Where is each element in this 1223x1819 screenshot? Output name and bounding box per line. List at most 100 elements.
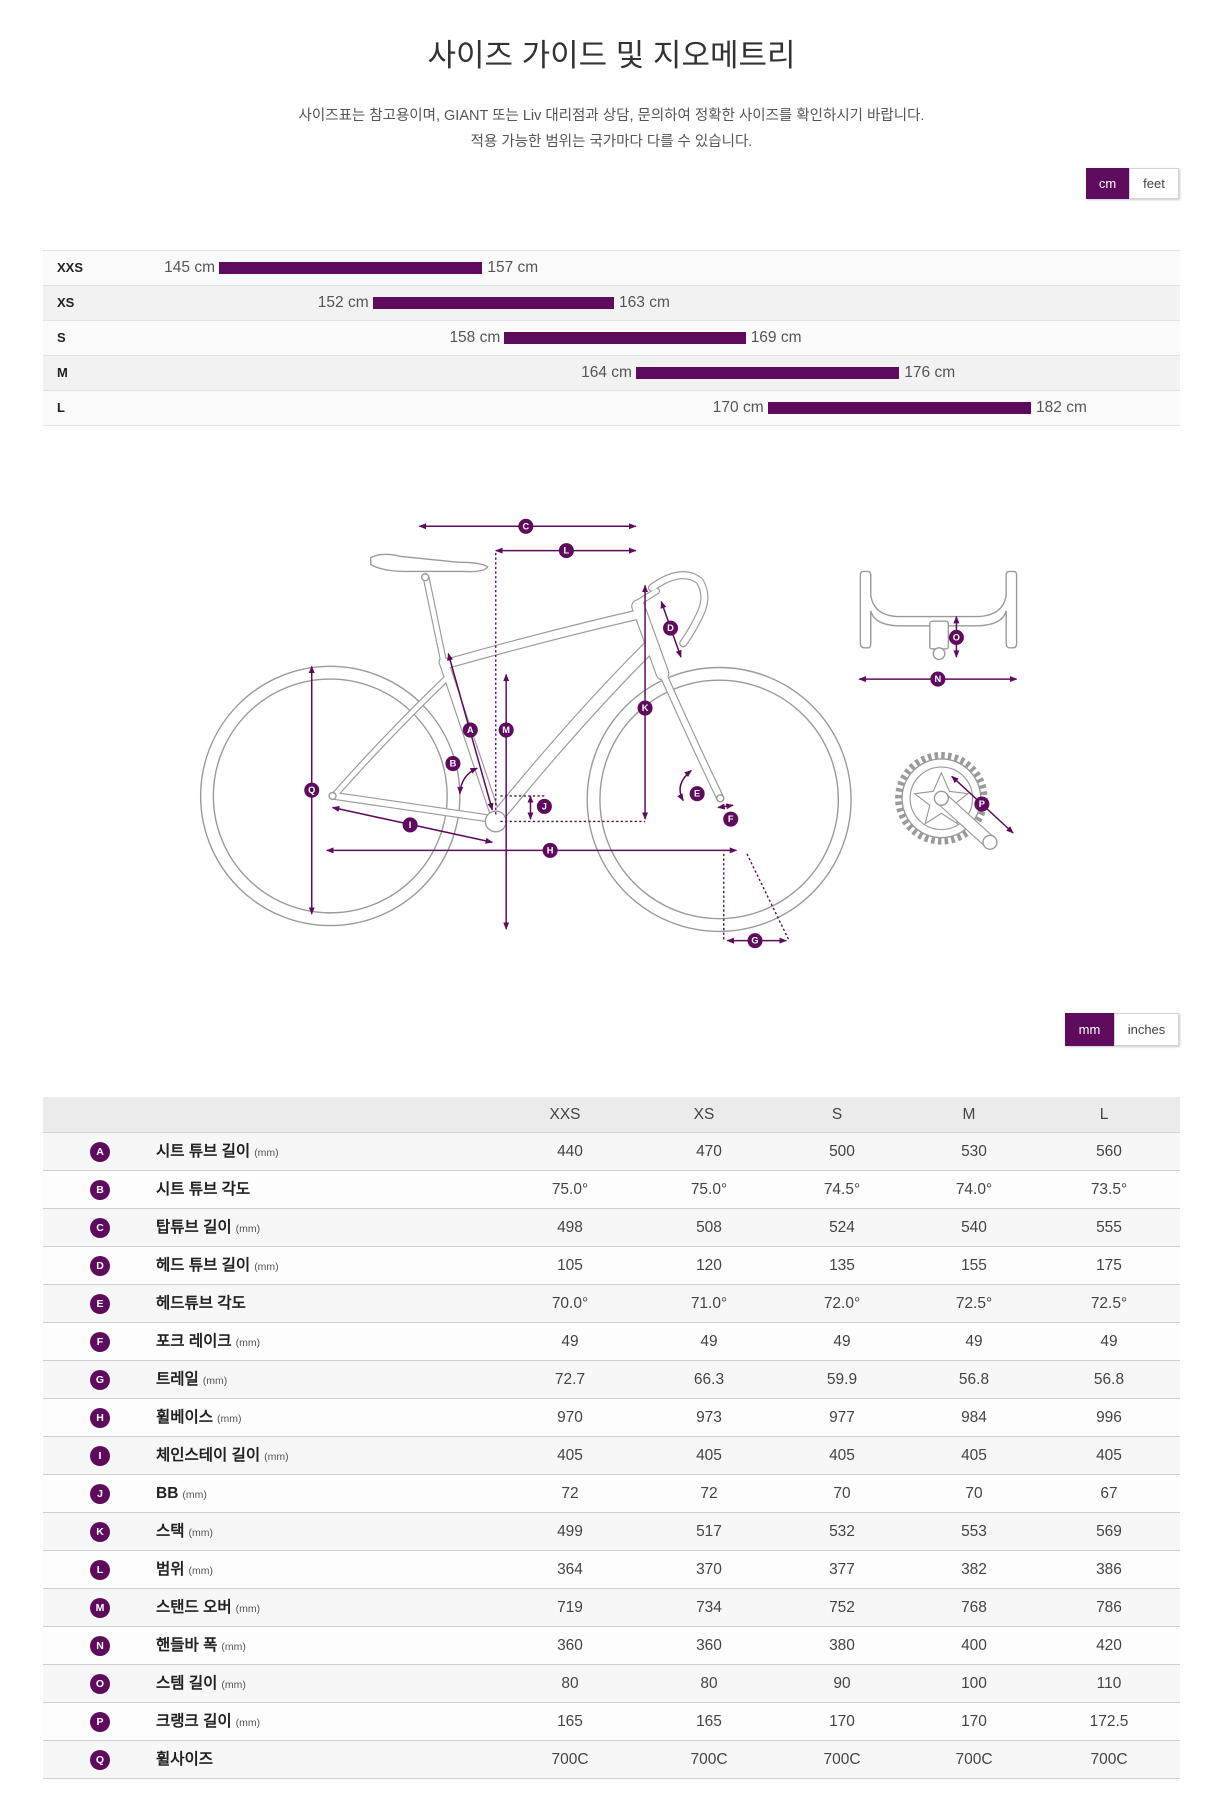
measurement-value: 165 <box>696 1713 722 1730</box>
diagram-letter-e: E <box>694 789 700 799</box>
measurement-value: 175 <box>1096 1257 1122 1274</box>
measurement-letter-badge: F <box>90 1332 110 1352</box>
rider-height-chart: XXS 145 cm 157 cm XS 152 cm 163 cm S 158… <box>43 250 1180 426</box>
rider-size-label: XS <box>57 295 75 310</box>
diagram-label-n: N <box>930 671 946 687</box>
diagram-letter-m: M <box>502 725 510 735</box>
diagram-letter-j: J <box>542 801 547 811</box>
geometry-header-row: XXS XS S M L <box>43 1097 1180 1133</box>
measurement-value: 56.8 <box>1093 1371 1125 1388</box>
measurement-value: 377 <box>829 1561 855 1578</box>
measurement-name: 휠사이즈 <box>156 1751 214 1768</box>
measurement-value: 524 <box>829 1219 855 1236</box>
geometry-row: Q 휠사이즈 700C 700C 700C 700C 700C <box>43 1741 1180 1779</box>
measurement-label: 탑튜브 길이 (mm) <box>156 1209 260 1248</box>
measurement-name: 체인스테이 길이 <box>156 1447 261 1464</box>
rider-height-min: 145 cm <box>164 259 215 276</box>
measurement-value: 66.3 <box>693 1371 725 1388</box>
measurement-value: 405 <box>557 1447 583 1464</box>
measurement-value: 786 <box>1096 1599 1122 1616</box>
unit-feet-button[interactable]: feet <box>1129 168 1179 199</box>
measurement-value: 970 <box>557 1409 583 1426</box>
rider-size-label: XXS <box>57 260 84 275</box>
measurement-name: 시트 튜브 길이 <box>156 1143 251 1160</box>
measurement-label: 크랭크 길이 (mm) <box>156 1703 260 1742</box>
measurement-value: 67 <box>1100 1485 1118 1502</box>
diagram-letter-o: O <box>953 632 960 642</box>
measurement-value: 90 <box>833 1675 851 1692</box>
diagram-label-k: K <box>637 700 653 716</box>
measurement-letter-badge: D <box>90 1256 110 1276</box>
measurement-value: 75.0° <box>690 1181 728 1198</box>
measurement-label: 범위 (mm) <box>156 1551 213 1590</box>
diagram-letter-h: H <box>547 845 554 855</box>
measurement-letter-badge: E <box>90 1294 110 1314</box>
diagram-letter-n: N <box>935 674 942 684</box>
measurement-unit: (mm) <box>235 1603 261 1615</box>
measurement-label: 체인스테이 길이 (mm) <box>156 1437 289 1476</box>
diagram-label-l: L <box>558 543 574 559</box>
geometry-row: J BB (mm) 72 72 70 70 67 <box>43 1475 1180 1513</box>
measurement-value: 170 <box>961 1713 987 1730</box>
rider-height-max: 157 cm <box>487 259 539 276</box>
measurement-value: 165 <box>557 1713 583 1730</box>
measurement-value: 72 <box>561 1485 579 1502</box>
measurement-label: BB (mm) <box>156 1475 207 1514</box>
size-column-header: M <box>962 1106 976 1123</box>
rider-height-range-bar <box>767 402 1031 414</box>
measurement-name: 휠베이스 <box>156 1409 214 1426</box>
unit-mm-button[interactable]: mm <box>1065 1013 1114 1046</box>
diagram-label-e: E <box>689 786 705 802</box>
measurement-value: 405 <box>829 1447 855 1464</box>
diagram-letter-b: B <box>450 759 457 769</box>
measurement-value: 370 <box>696 1561 722 1578</box>
diagram-letter-d: D <box>667 623 674 633</box>
measurement-letter-badge: N <box>90 1636 110 1656</box>
measurement-value: 973 <box>696 1409 722 1426</box>
unit-inches-button[interactable]: inches <box>1114 1013 1179 1046</box>
diagram-label-q: Q <box>304 782 320 798</box>
dimension-lines <box>308 523 1018 944</box>
measurement-value: 72.5° <box>1090 1295 1128 1312</box>
rider-size-row: S 158 cm 169 cm <box>43 321 1180 356</box>
measurement-value: 74.0° <box>955 1181 993 1198</box>
intro-line: 적용 가능한 범위는 국가마다 다를 수 있습니다. <box>470 134 753 150</box>
unit-cm-button[interactable]: cm <box>1086 168 1129 199</box>
handlebar-front-view <box>859 570 1018 661</box>
measurement-name: 스템 길이 <box>156 1675 218 1692</box>
geometry-table: XXS XS S M L A 시트 튜브 길이 (mm) 440 470 500 530 560 B 시트 … <box>43 1097 1180 1779</box>
measurement-value: 120 <box>696 1257 722 1274</box>
measurement-value: 73.5° <box>1090 1181 1128 1198</box>
measurement-name: 탑튜브 길이 <box>156 1219 232 1236</box>
measurement-value: 977 <box>829 1409 855 1426</box>
measurement-value: 59.9 <box>826 1371 858 1388</box>
measurement-value: 700C <box>551 1751 589 1768</box>
bike-frame <box>328 571 725 833</box>
diagram-label-b: B <box>445 756 461 772</box>
measurement-value: 170 <box>829 1713 855 1730</box>
measurement-value: 700C <box>690 1751 728 1768</box>
measurement-value: 74.5° <box>823 1181 861 1198</box>
rider-height-max: 163 cm <box>619 294 670 311</box>
measurement-name: 크랭크 길이 <box>156 1713 232 1730</box>
rider-size-row: XXS 145 cm 157 cm <box>43 251 1180 286</box>
measurement-value: 700C <box>955 1751 993 1768</box>
measurement-letter-badge: M <box>90 1598 110 1618</box>
geometry-row: M 스탠드 오버 (mm) 719 734 752 768 786 <box>43 1589 1180 1627</box>
rider-height-max: 169 cm <box>750 329 802 346</box>
measurement-value: 470 <box>696 1143 722 1160</box>
rider-height-min: 152 cm <box>317 294 369 311</box>
measurement-unit: (mm) <box>182 1489 207 1501</box>
diagram-letter-i: I <box>409 820 412 830</box>
measurement-value: 80 <box>561 1675 579 1692</box>
rider-height-max: 182 cm <box>1036 399 1087 416</box>
diagram-label-c: C <box>518 518 534 534</box>
measurement-value: 700C <box>1090 1751 1128 1768</box>
diagram-label-j: J <box>536 798 552 814</box>
measurement-name: 포크 레이크 <box>156 1333 232 1350</box>
measurement-letter-badge: I <box>90 1446 110 1466</box>
measurement-value: 405 <box>1096 1447 1122 1464</box>
measurement-name: 헤드 튜브 길이 <box>156 1257 251 1274</box>
measurement-value: 553 <box>961 1523 987 1540</box>
measurement-value: 71.0° <box>690 1295 728 1312</box>
